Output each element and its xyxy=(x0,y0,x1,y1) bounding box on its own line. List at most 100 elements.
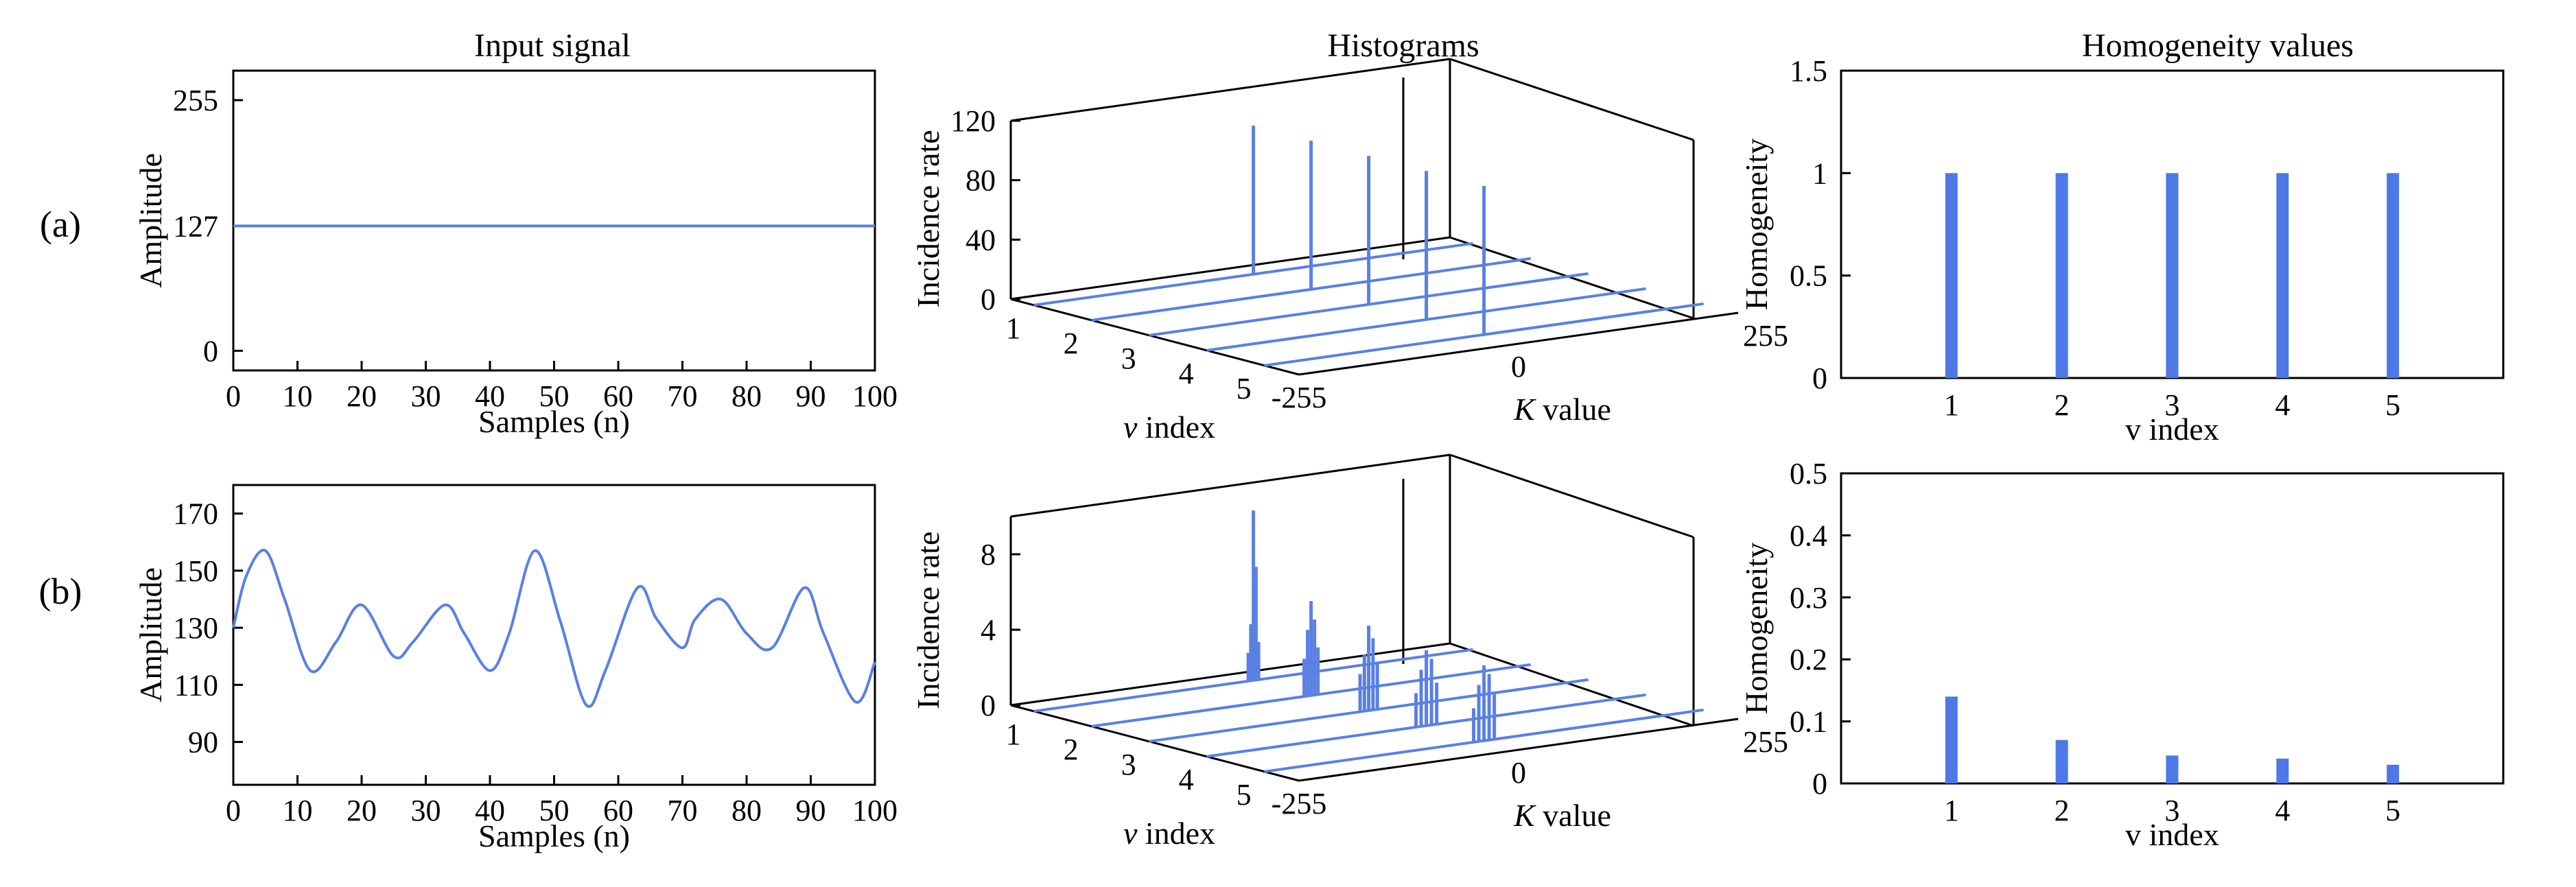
floor-front-edge xyxy=(1298,718,1739,782)
y-axis-label: Homogeneity xyxy=(1739,543,1774,714)
homogeneity-bar xyxy=(2055,173,2068,379)
plot-frame xyxy=(1840,472,2505,785)
k-axis-label: K value xyxy=(1513,798,1611,833)
floor-back-edge xyxy=(1010,236,1451,300)
v-tick-label: 2 xyxy=(1064,327,1079,360)
x-tick-label: 50 xyxy=(539,379,570,413)
z-tick-label: 120 xyxy=(950,104,996,138)
homogeneity-bar xyxy=(1945,696,1958,783)
v-tick-label: 2 xyxy=(1064,733,1079,766)
x-tick-label: 90 xyxy=(796,379,826,413)
x-tick-label: 1 xyxy=(1944,388,1959,422)
x-tick-label: 10 xyxy=(283,379,313,413)
x-tick-label: 100 xyxy=(852,794,898,827)
v-tick-label: 3 xyxy=(1121,748,1136,781)
y-tick-label: 90 xyxy=(188,726,218,759)
y-tick-label: 255 xyxy=(173,84,218,117)
x-tick-label: 0 xyxy=(226,379,241,413)
k-tick-label: 0 xyxy=(1511,756,1526,790)
title-histograms: Histograms xyxy=(1327,27,1479,64)
x-tick-label: 30 xyxy=(411,794,441,827)
k-axis-label: K value xyxy=(1513,392,1611,427)
x-tick-label: 1 xyxy=(1944,794,1959,827)
z-tick-label: 80 xyxy=(965,164,996,198)
x-tick-label: 60 xyxy=(603,794,633,827)
x-tick-label: 5 xyxy=(2385,388,2400,422)
x-tick-label: 0 xyxy=(226,794,241,827)
y-tick-label: 150 xyxy=(173,554,218,588)
x-tick-label: 40 xyxy=(475,379,505,413)
floor-left-edge xyxy=(1010,298,1300,376)
x-tick-label: 30 xyxy=(411,379,441,413)
y-tick-label: 0.3 xyxy=(1790,581,1827,615)
y-tick-label: 0 xyxy=(1812,767,1827,801)
floor-back-edge xyxy=(1010,642,1451,707)
wall-right-edge xyxy=(1449,236,1694,320)
floor-left-edge xyxy=(1010,704,1300,782)
z-tick-label: 0 xyxy=(981,283,996,316)
x-tick-label: 2 xyxy=(2054,388,2070,422)
y-tick-label: 1.5 xyxy=(1790,54,1827,88)
k-tick-label: 255 xyxy=(1743,319,1788,353)
panel-a-histogram-3d: 0 40 80 120 1 2 3 4 5 -255 0 255 Incidence rate v ind… xyxy=(911,58,1788,445)
x-tick-label: 80 xyxy=(731,379,762,413)
x-tick-label: 4 xyxy=(2275,388,2290,422)
y-tick-label: 0.4 xyxy=(1790,519,1827,552)
v-tick-label: 3 xyxy=(1121,342,1136,375)
x-tick-label: 70 xyxy=(668,379,698,413)
k-tick-label: 255 xyxy=(1743,725,1788,759)
row-label-a: (a) xyxy=(40,204,81,245)
panel-a-input-signal: 0 10 20 30 40 50 60 70 80 90 100 0 127 255 Samples (n)… xyxy=(133,69,898,439)
homogeneity-bar xyxy=(1945,173,1958,379)
x-tick-label: 90 xyxy=(796,794,826,827)
homogeneity-bar xyxy=(2387,173,2400,379)
x-tick-label: 20 xyxy=(347,379,377,413)
x-tick-label: 3 xyxy=(2165,794,2180,827)
y-tick-label: 110 xyxy=(174,668,218,702)
k-tick-label: 0 xyxy=(1511,350,1526,383)
wall-right-edge xyxy=(1449,642,1694,727)
x-tick-label: 4 xyxy=(2275,794,2290,827)
panel-b-homogeneity: 0 0.1 0.2 0.3 0.4 0.5 1 2 3 4 5 v index Homogeneity xyxy=(1739,457,2505,852)
x-tick-label: 10 xyxy=(283,794,313,827)
signal-line xyxy=(232,549,876,708)
wall-right-top xyxy=(1449,453,1694,539)
v-tick-label: 5 xyxy=(1237,778,1252,812)
x-tick-label: 70 xyxy=(668,794,698,827)
y-tick-label: 0.5 xyxy=(1790,259,1827,293)
row-label-b: (b) xyxy=(39,571,82,612)
x-tick-label: 50 xyxy=(539,794,570,827)
title-homogeneity: Homogeneity values xyxy=(2082,27,2354,64)
plot-frame xyxy=(232,484,876,786)
z-tick-label: 8 xyxy=(981,538,996,571)
y-axis-label: Amplitude xyxy=(133,567,168,702)
title-input-signal: Input signal xyxy=(474,27,631,64)
homogeneity-bar xyxy=(2166,755,2179,783)
y-tick-label: 0.5 xyxy=(1790,457,1827,490)
y-axis-label: Homogeneity xyxy=(1739,139,1774,310)
z-axis-label: Incidence rate xyxy=(911,130,946,307)
x-axis-label: Samples (n) xyxy=(478,404,630,439)
y-tick-label: 0 xyxy=(203,334,218,368)
x-tick-label: 80 xyxy=(731,794,762,827)
z-tick-label: 0 xyxy=(981,689,996,722)
top-back-edge xyxy=(1010,453,1451,518)
z-tick-label: 40 xyxy=(965,223,996,257)
v-row-baseline xyxy=(1033,648,1473,713)
panel-a-homogeneity: 0 0.5 1 1.5 1 2 3 4 5 v index Homogeneity xyxy=(1739,54,2505,447)
y-tick-label: 0.1 xyxy=(1790,705,1827,739)
z-tick-label: 4 xyxy=(981,613,996,647)
y-axis-label: Amplitude xyxy=(133,153,168,288)
z-axis-label: Incidence rate xyxy=(911,532,946,709)
k-tick-label: -255 xyxy=(1272,381,1327,414)
x-tick-label: 20 xyxy=(347,794,377,827)
y-tick-label: 0.2 xyxy=(1790,643,1827,676)
homogeneity-bar xyxy=(2276,758,2289,783)
y-tick-label: 0 xyxy=(1812,362,1827,395)
panel-b-input-signal: 0 10 20 30 40 50 60 70 80 90 100 90 110 130 150 170 Samp… xyxy=(133,484,898,853)
v-axis-label: v index xyxy=(1123,816,1215,851)
k-tick-label: -255 xyxy=(1272,787,1327,820)
v-tick-label: 1 xyxy=(1006,311,1021,345)
